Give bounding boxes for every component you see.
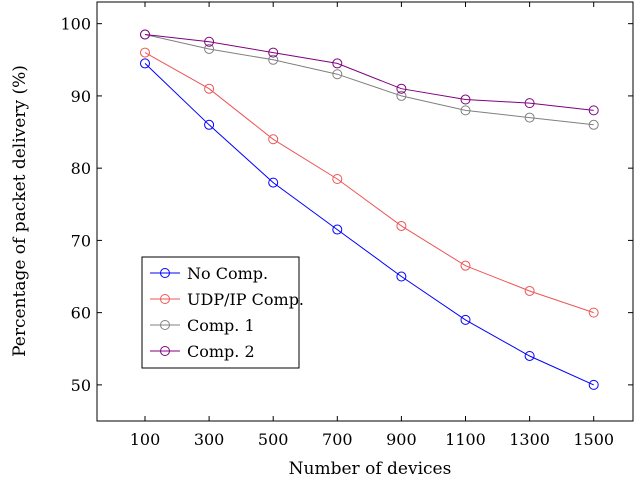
x-tick-label: 1500 xyxy=(573,430,614,449)
data-point xyxy=(140,58,150,69)
axis-ticks: 50 60 70 80 90 100 100 300 500 700 900 1100 1300 1500 xyxy=(60,2,633,449)
y-axis-label: Percentage of packet delivery (%) xyxy=(10,65,30,357)
data-point xyxy=(588,119,599,130)
legend-marker xyxy=(160,268,170,278)
data-point xyxy=(268,134,279,145)
legend-entry: No Comp. xyxy=(150,264,268,283)
data-point xyxy=(524,350,535,361)
data-point xyxy=(524,98,535,109)
data-point xyxy=(460,94,471,105)
legend-entry: Comp. 2 xyxy=(150,342,255,361)
data-point xyxy=(332,58,343,69)
legend-items: No Comp. UDP/IP Comp. Comp. 1 Comp. 2 xyxy=(150,264,304,361)
legend-entry: Comp. 1 xyxy=(150,316,255,335)
y-tick-label: 90 xyxy=(71,87,91,106)
legend: No Comp. UDP/IP Comp. Comp. 1 Comp. 2 xyxy=(141,256,304,369)
data-point xyxy=(140,29,150,40)
x-tick-label: 300 xyxy=(194,430,225,449)
data-point xyxy=(396,271,407,282)
legend-marker xyxy=(160,294,170,304)
legend-marker xyxy=(160,346,170,356)
plot-frame xyxy=(96,1,634,422)
series-line xyxy=(144,34,594,111)
data-point xyxy=(268,177,279,188)
x-tick-label: 900 xyxy=(386,430,417,449)
data-point xyxy=(140,47,150,58)
legend-entry: UDP/IP Comp. xyxy=(150,290,304,309)
data-point xyxy=(268,47,279,58)
legend-marker xyxy=(160,320,170,330)
data-point xyxy=(588,105,599,116)
y-tick-label: 50 xyxy=(71,376,91,395)
x-tick-label: 700 xyxy=(322,430,353,449)
data-point xyxy=(332,69,343,80)
x-tick-label: 100 xyxy=(130,430,161,449)
series-line xyxy=(144,63,594,386)
series-line xyxy=(144,52,594,314)
data-point xyxy=(588,307,599,318)
x-axis-label: Number of devices xyxy=(289,459,452,479)
legend-label: Comp. 2 xyxy=(187,342,255,361)
y-tick-label: 70 xyxy=(71,231,91,250)
data-point xyxy=(396,90,407,101)
x-tick-label: 500 xyxy=(258,430,289,449)
data-point xyxy=(588,379,599,390)
legend-label: No Comp. xyxy=(187,264,268,283)
legend-label: UDP/IP Comp. xyxy=(187,290,304,309)
data-point xyxy=(396,83,407,94)
x-tick-label: 1300 xyxy=(509,430,550,449)
data-point xyxy=(460,105,471,116)
data-point xyxy=(332,173,343,184)
series-3 xyxy=(140,29,599,116)
series-line xyxy=(144,34,594,126)
legend-box xyxy=(141,256,300,369)
data-point xyxy=(396,220,407,231)
x-tick-label: 1100 xyxy=(445,430,486,449)
y-tick-label: 60 xyxy=(71,304,91,323)
data-point xyxy=(204,43,215,54)
data-point xyxy=(460,314,471,325)
data-point xyxy=(204,36,215,47)
data-point xyxy=(460,260,471,271)
legend-label: Comp. 1 xyxy=(187,316,255,335)
data-point xyxy=(524,285,535,296)
series-1 xyxy=(140,47,599,318)
y-tick-label: 100 xyxy=(60,15,91,34)
series-2 xyxy=(140,29,599,130)
data-point xyxy=(524,112,535,123)
y-tick-label: 80 xyxy=(71,159,91,178)
series-layer xyxy=(140,29,599,390)
data-point xyxy=(204,119,215,130)
data-point xyxy=(332,224,343,235)
data-point xyxy=(204,83,215,94)
data-point xyxy=(268,54,279,65)
series-0 xyxy=(140,58,599,390)
